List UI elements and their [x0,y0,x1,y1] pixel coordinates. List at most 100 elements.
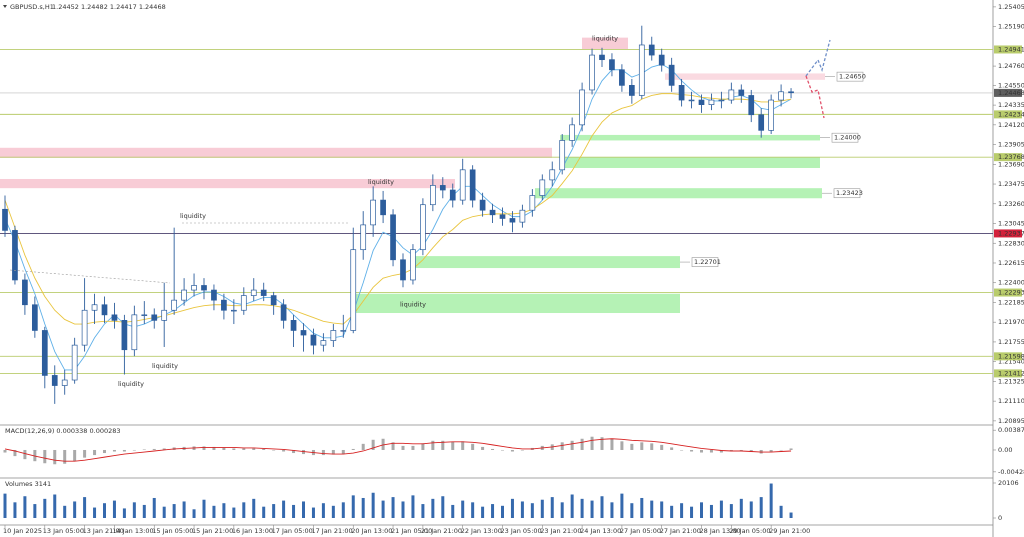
x-tick-label: 16 Jan 13:00 [232,527,273,535]
bar [202,499,206,518]
menu-icon[interactable] [3,5,7,8]
bar [690,506,694,518]
bar [729,504,733,518]
bar [471,502,475,518]
candle-body [270,295,277,306]
x-tick-label: 14 Jan 13:00 [112,527,153,535]
bar [739,498,743,518]
x-tick-label: 23 Jan 05:00 [501,527,542,535]
annotation: liquidity [180,212,206,220]
y-tick-label: 1.23475 [998,180,1024,188]
bar [491,504,495,518]
zone [535,188,822,199]
y-tick-label: 0.003879 [998,426,1024,434]
bar [361,497,365,518]
bar [491,448,495,450]
y-tick-label: 1.21540 [998,358,1024,366]
level-label-box [994,153,1022,162]
candle-body [201,285,207,291]
panel-title: Volumes 3141 [5,480,51,488]
bar [33,504,37,518]
candle-body [81,309,88,346]
bar [560,442,564,450]
bar [660,501,664,518]
candle-body [569,124,576,141]
candle-body [290,320,297,331]
candle-body [151,314,158,321]
level-label: 1.21598 [998,352,1024,360]
candle-body [539,179,546,196]
y-tick-label: 1.23045 [998,220,1024,228]
x-tick-label: 17 Jan 05:00 [272,527,313,535]
bar [13,449,17,457]
candle-body [579,89,585,126]
bar [520,449,524,451]
bar [510,498,514,518]
chart-title: GBPUSD.s,H1 [10,3,54,11]
bar [282,500,286,518]
candle-body [499,214,506,219]
bar [670,447,674,450]
bar [700,502,703,518]
bar [232,448,236,450]
candle-body [410,249,416,281]
bar [640,442,644,450]
bar [779,449,783,451]
bar [471,443,475,450]
bar [292,504,296,518]
x-tick-label: 28 Jan 13:00 [700,527,741,535]
bar [411,445,415,450]
bar [53,449,57,465]
x-tick-label: 15 Jan 05:00 [152,527,193,535]
candle-body [469,169,476,201]
candle-body [549,169,556,181]
bar [610,502,614,518]
x-tick-label: 15 Jan 21:00 [192,527,233,535]
candle-body [509,218,516,223]
bar [132,502,136,518]
bar [600,437,604,450]
bar [192,509,196,518]
bar [43,449,47,464]
x-tick-label: 13 Jan 05:00 [43,527,84,535]
bar [451,504,455,518]
candle-body [589,54,595,91]
candle-body [778,91,784,101]
bar [401,501,405,518]
candle-body [320,340,327,346]
bar [162,448,166,450]
bar [560,502,564,518]
x-tick-label: 23 Jan 21:00 [540,527,581,535]
y-tick-label: 1.21970 [998,318,1024,326]
bar [272,449,276,451]
bar [520,501,524,518]
candle-body [400,259,406,281]
candle-body [668,64,675,86]
bar [620,441,624,450]
candle-body [51,375,58,386]
zone [0,147,552,158]
bar [292,449,296,454]
y-tick-label: 1.23260 [998,200,1024,208]
y-tick-label: -0.004286 [998,468,1024,476]
candle-body [161,309,168,321]
bar [3,493,7,518]
bar [83,497,87,518]
bar [43,498,47,518]
candle-body [370,199,376,226]
x-tick-label: 27 Jan 21:00 [660,527,701,535]
level-label: 1.24234 [998,110,1024,118]
level-label: 1.21412 [998,369,1024,377]
bar [719,500,723,518]
x-tick-label: 21 Jan 21:00 [421,527,462,535]
candle-body [738,89,745,96]
bar [242,502,246,518]
bar [739,449,743,451]
bar [590,436,594,450]
zone [665,73,825,80]
candle-body [171,299,177,311]
projection-down [805,75,825,119]
x-tick-label: 27 Jan 05:00 [620,527,661,535]
